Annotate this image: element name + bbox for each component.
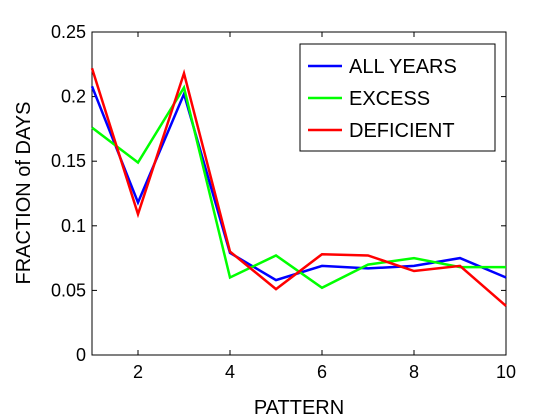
y-tick-label: 0 xyxy=(76,345,86,365)
series-line-deficient xyxy=(90,67,507,307)
series-lines xyxy=(90,67,507,307)
x-tick-label: 8 xyxy=(409,362,419,382)
y-tick-label: 0.15 xyxy=(51,151,86,171)
legend-label: EXCESS xyxy=(349,88,430,110)
axis-ticks: 2 4 6 8 10 0 0.05 0.1 0.15 0.2 0.25 xyxy=(51,22,516,382)
legend-box xyxy=(299,43,496,152)
y-axis-label: FRACTION of DAYS xyxy=(13,102,35,285)
y-tick-label: 0.05 xyxy=(51,280,86,300)
y-tick-label: 0.25 xyxy=(51,22,86,42)
legend: ALL YEARS EXCESS DEFICIENT xyxy=(299,43,496,152)
x-tick-label: 2 xyxy=(133,362,143,382)
y-tick-label: 0.1 xyxy=(61,216,86,236)
x-tick-label: 4 xyxy=(225,362,235,382)
x-axis-label: PATTERN xyxy=(254,397,344,419)
y-tick-label: 0.2 xyxy=(61,87,86,107)
legend-label: ALL YEARS xyxy=(349,56,457,78)
x-tick-label: 6 xyxy=(317,362,327,382)
x-tick-label: 10 xyxy=(496,362,516,382)
legend-label: DEFICIENT xyxy=(349,120,455,142)
